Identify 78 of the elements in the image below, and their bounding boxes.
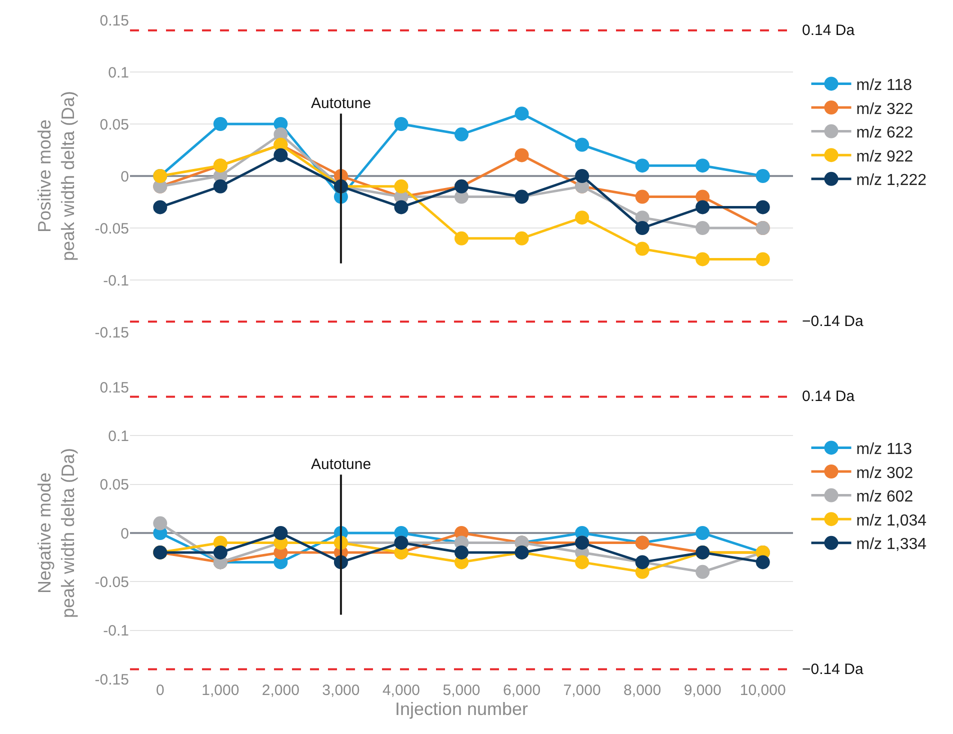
point (635, 242, 650, 256)
x-tick-label: 2,000 (262, 682, 300, 699)
point (575, 169, 590, 183)
x-tick-label: 7,000 (563, 682, 601, 699)
ref-line-label: 0.14 Da (802, 22, 856, 39)
point (454, 545, 468, 560)
y-tick-label: -0.1 (103, 622, 129, 640)
legend-label: m/z 113 (856, 440, 912, 458)
x-axis-title: Injection number (394, 699, 528, 720)
point (394, 200, 408, 214)
point (514, 231, 529, 246)
point (213, 545, 228, 560)
point (696, 564, 710, 579)
point (514, 148, 529, 162)
y-tick-label: -0.05 (94, 574, 129, 591)
point (696, 200, 710, 214)
y-tick-label: 0.15 (100, 12, 129, 30)
legend-label: m/z 922 (856, 148, 914, 166)
point (635, 158, 650, 173)
y-tick-label: -0.15 (94, 324, 129, 342)
point (153, 516, 168, 530)
point (274, 526, 288, 540)
point (274, 148, 288, 162)
point (153, 200, 168, 214)
point (575, 210, 590, 225)
point (635, 190, 650, 204)
y-tick-label: -0.15 (94, 671, 129, 688)
y-axis-title: Negative mode peak width delta (Da) (34, 448, 78, 618)
x-tick-label: 1,000 (202, 682, 240, 699)
point (575, 138, 590, 152)
legend-label: m/z 302 (856, 464, 914, 482)
x-tick-label: 3,000 (322, 682, 360, 699)
point (756, 252, 770, 266)
x-tick-label: 6,000 (502, 682, 541, 699)
y-tick-label: 0.05 (100, 476, 129, 494)
point (454, 231, 468, 246)
point (696, 158, 710, 173)
legend-label: m/z 622 (856, 124, 914, 142)
legend-label: m/z 1,334 (856, 536, 927, 554)
point (756, 169, 770, 183)
point (394, 117, 408, 131)
point (213, 179, 228, 194)
y-tick-label: 0 (120, 168, 129, 186)
point (394, 179, 408, 194)
y-tick-label: 0.05 (100, 116, 129, 134)
legend-label: m/z 322 (856, 100, 914, 118)
y-tick-label: 0.1 (108, 428, 129, 445)
y-tick-label: -0.1 (103, 272, 129, 290)
y-axis-title: Positive mode peak width delta (Da) (34, 90, 78, 262)
point (696, 252, 710, 266)
ref-line-label: −0.14 Da (802, 313, 864, 330)
x-tick-label: 5,000 (442, 682, 480, 699)
y-tick-label: 0.1 (108, 64, 129, 82)
legend-label: m/z 1,222 (856, 172, 927, 190)
x-tick-label: 10,000 (740, 682, 786, 699)
point (213, 117, 228, 131)
ref-line-label: 0.14 Da (802, 388, 856, 405)
ref-line-label: −0.14 Da (802, 661, 864, 678)
point (696, 526, 710, 540)
y-tick-label: 0 (120, 525, 129, 542)
point (756, 555, 770, 570)
x-tick-label: 4,000 (382, 682, 420, 699)
point (756, 200, 770, 214)
point (696, 221, 710, 235)
point (575, 555, 590, 570)
point (514, 106, 529, 121)
x-tick-label: 0 (156, 682, 164, 699)
legend-label: m/z 602 (856, 488, 914, 506)
legend-label: m/z 118 (856, 76, 912, 94)
point (635, 221, 650, 235)
legend-label: m/z 1,034 (856, 512, 927, 530)
ref-line-label: Autotune (311, 95, 372, 112)
x-tick-label: 8,000 (624, 682, 662, 699)
x-tick-label: 9,000 (684, 682, 722, 699)
y-tick-label: 0.15 (100, 379, 129, 396)
point (454, 127, 468, 142)
ref-line-label: Autotune (311, 456, 372, 473)
y-tick-label: -0.05 (94, 220, 129, 238)
